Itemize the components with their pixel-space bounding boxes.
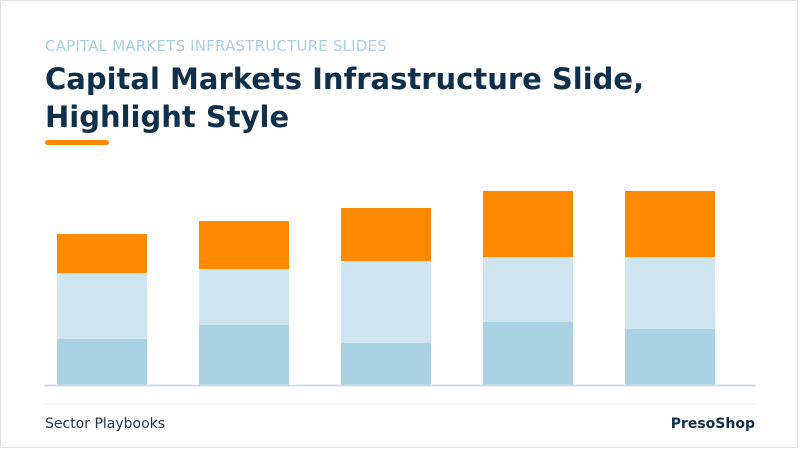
bar-segment-2-1 bbox=[199, 325, 289, 385]
bar-segment-2-2 bbox=[199, 269, 289, 325]
bar-segment-1-2 bbox=[57, 273, 147, 339]
bar-segment-5-1 bbox=[625, 329, 715, 385]
bar-segment-5-3 bbox=[625, 191, 715, 257]
slide-kicker: CAPITAL MARKETS INFRASTRUCTURE SLIDES bbox=[45, 37, 387, 55]
bar-segment-4-1 bbox=[483, 322, 573, 385]
bar-segment-3-2 bbox=[341, 261, 431, 343]
bar-group bbox=[57, 191, 715, 385]
bar-segment-4-2 bbox=[483, 257, 573, 322]
bar-segment-5-2 bbox=[625, 257, 715, 329]
slide-title: Capital Markets Infrastructure Slide, Hi… bbox=[45, 62, 645, 134]
bar-segment-3-1 bbox=[341, 343, 431, 385]
bar-segment-4-3 bbox=[483, 191, 573, 257]
bar-segment-3-3 bbox=[341, 208, 431, 261]
bar-segment-1-1 bbox=[57, 339, 147, 385]
footer-brand-left: Sector Playbooks bbox=[45, 416, 166, 432]
footer-brand-right: PresoShop bbox=[670, 416, 755, 432]
title-underline bbox=[45, 140, 109, 145]
bar-segment-2-3 bbox=[199, 221, 289, 269]
bar-segment-1-3 bbox=[57, 234, 147, 273]
